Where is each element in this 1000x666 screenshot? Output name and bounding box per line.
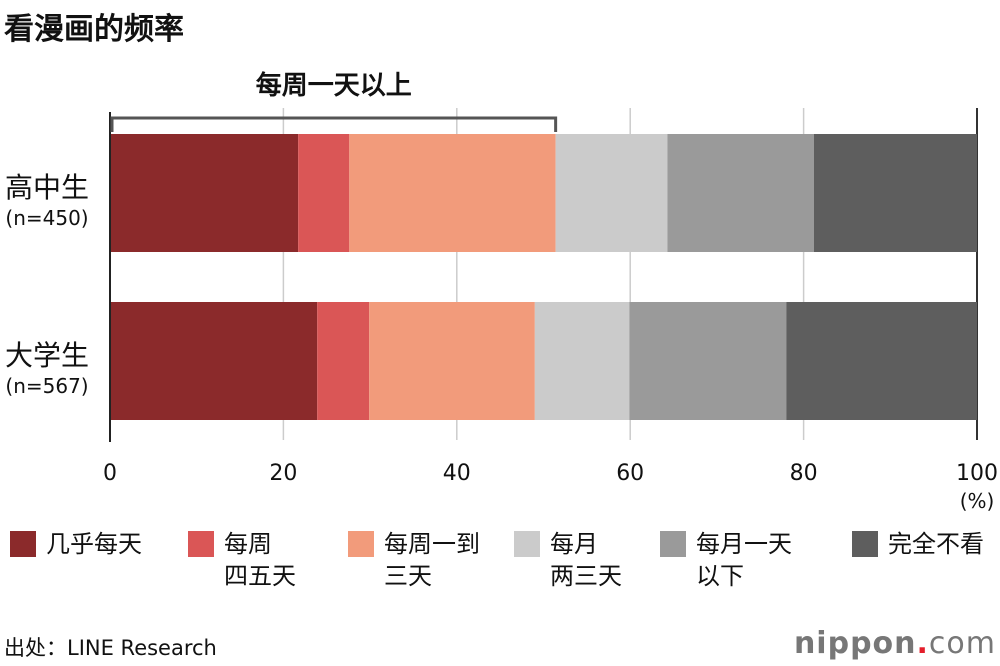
bar-segment [629,302,787,420]
x-tick-label: 40 [443,461,471,486]
nippon-logo: nippon.com [793,626,996,661]
legend-label: 每周 四五天 [224,530,296,590]
source-note: 出处：LINE Research [4,636,217,660]
legend-label: 每周一到 三天 [384,530,480,590]
y-category-label: 大学生 (n=567) [2,334,92,398]
bar-segment [110,134,299,252]
legend-swatch [852,531,878,557]
legend-label: 每月 两三天 [550,530,622,590]
legend-swatch [514,531,540,557]
x-tick-label: 100 [956,461,998,486]
legend-item: 每周一到 三天 [348,528,480,592]
category-n: (n=567) [5,374,89,398]
legend-item: 每月一天 以下 [660,528,792,592]
x-tick-label: 0 [103,461,117,486]
bar-segment [349,134,556,252]
legend-swatch [660,531,686,557]
legend-item: 完全不看 [852,528,984,560]
legend-item: 每周 四五天 [188,528,296,592]
bar-segment [534,302,630,420]
bar-segment [298,134,350,252]
x-unit-label: (%) [960,489,995,513]
legend-swatch [188,531,214,557]
bar-segment [110,302,318,420]
annotation-bracket [110,116,558,132]
legend-swatch [348,531,374,557]
bar-segment [667,134,815,252]
annotation-label: 每周一天以上 [256,70,412,101]
x-tick-label: 20 [269,461,297,486]
legend-item: 几乎每天 [10,528,142,560]
category-name: 高中生 [4,171,89,204]
legend-label: 每月一天 以下 [696,530,792,590]
bar-segment [786,302,977,420]
legend-label: 几乎每天 [46,530,142,558]
legend-swatch [10,531,36,557]
legend-item: 每月 两三天 [514,528,622,592]
x-tick-label: 80 [790,461,818,486]
category-n: (n=450) [5,206,89,230]
x-tick-label: 60 [616,461,644,486]
y-category-label: 高中生 (n=450) [2,166,92,230]
chart-title: 看漫画的频率 [4,12,184,47]
category-name: 大学生 [4,339,89,372]
bar-segment [369,302,535,420]
bar-segment [814,134,977,252]
bar-segment [555,134,668,252]
bar-segment [317,302,370,420]
legend-label: 完全不看 [888,530,984,558]
